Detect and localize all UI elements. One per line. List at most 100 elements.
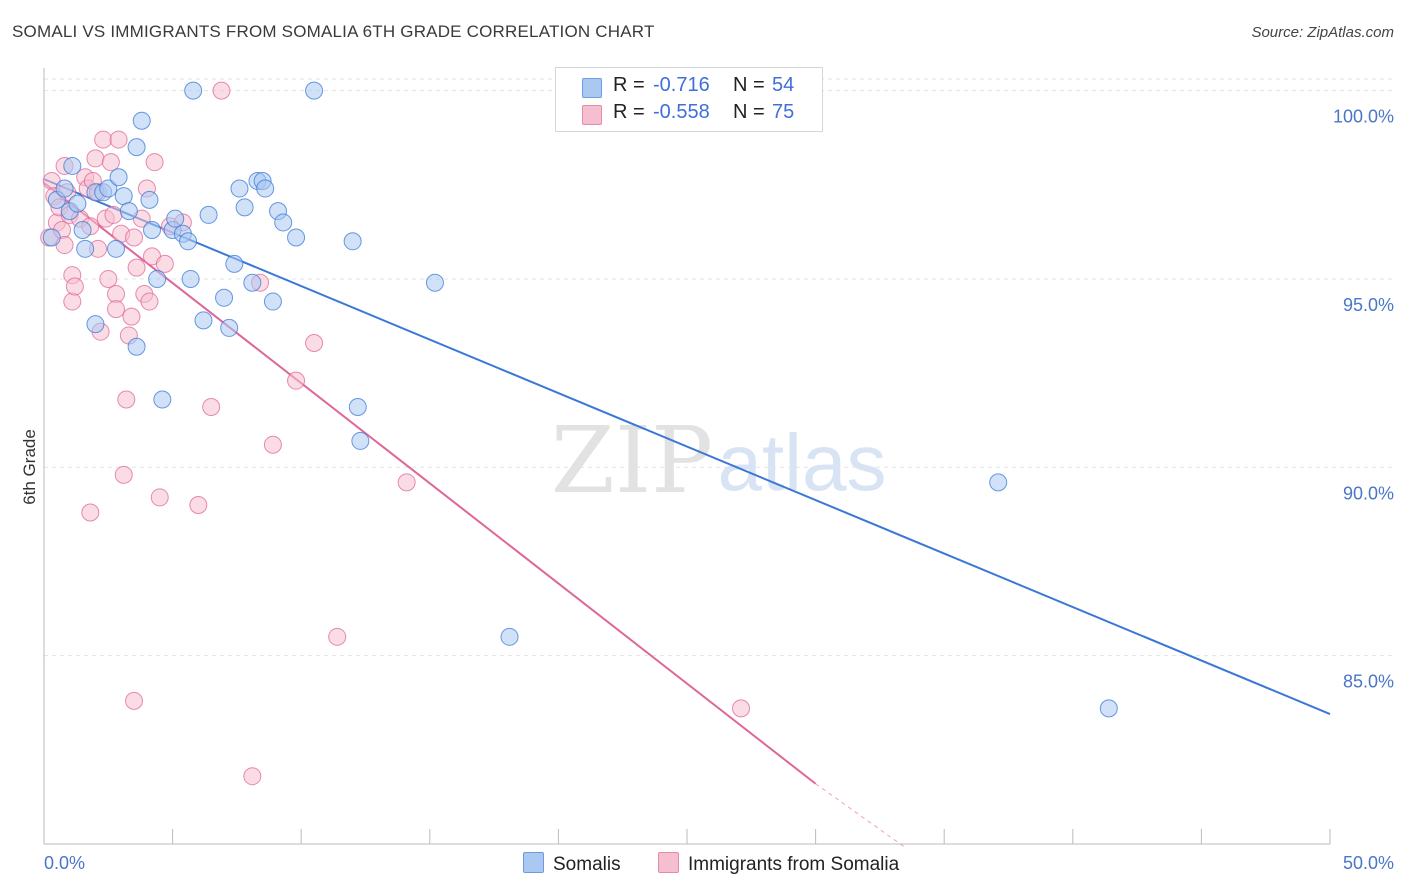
somalis-point [287,228,306,247]
somalis-point [348,398,367,417]
somalis-point [114,187,133,206]
immigrants-point [397,473,416,492]
somalis-point [215,288,234,307]
immigrants-point [94,130,113,149]
bottom-legend-swatch-somalis [523,852,544,873]
immigrants-point [114,465,133,484]
immigrants-point [243,767,262,786]
somalis-point [109,168,128,187]
somalis-point [55,179,74,198]
bottom-legend-swatch-immigrants [658,852,679,873]
somalis-point [119,202,138,221]
legend-n-label: N = [733,101,765,123]
bottom-legend-somalis: Somalis [523,852,621,876]
trend-line-1 [43,182,817,785]
somalis-point [107,239,126,258]
somalis-point [194,311,213,330]
immigrants-point [287,371,306,390]
immigrants-point [63,292,82,311]
x-tick-label-min: 0.0% [44,853,85,873]
somalis-point [42,228,61,247]
somalis-point [143,220,162,239]
watermark-zip: ZIP [551,407,713,514]
somalis-point [73,220,92,239]
legend-n-value: 75 [772,101,795,123]
immigrants-point [263,435,282,454]
somalis-point [166,209,185,228]
somalis-point [235,198,254,217]
bottom-legend-label-immigrants: Immigrants from Somalia [688,854,900,875]
legend-n-value: 54 [772,74,795,96]
somalis-point [140,190,159,209]
y-tick-label: 90.0% [1343,483,1394,503]
legend-n-label: N = [733,74,765,96]
immigrants-point [109,130,128,149]
somalis-point [500,627,519,646]
immigrants-point [125,691,144,710]
somalis-point [127,138,146,157]
immigrants-point [145,153,164,172]
somalis-point [220,318,239,337]
somalis-point [132,111,151,130]
axes [43,68,1331,845]
somalis-point [243,273,262,292]
watermark-atlas: atlas [718,418,887,507]
somalis-point [86,315,105,334]
somalis-point [274,213,293,232]
immigrants-point [127,258,146,277]
somalis-point [76,239,95,258]
immigrants-point [117,390,136,409]
somalis-point [305,81,324,100]
legend-r-value: -0.716 [653,74,710,96]
somalis-point [256,179,275,198]
somalis-point [181,269,200,288]
immigrants-point [732,699,751,718]
legend-swatch-somalis [582,78,602,98]
somalis-point [343,232,362,251]
immigrants-point [86,149,105,168]
somalis-point [148,269,167,288]
somalis-point [263,292,282,311]
somalis-point [179,232,198,251]
immigrants-point [101,153,120,172]
immigrants-point [202,398,221,417]
immigrants-point [65,277,84,296]
immigrants-point [328,627,347,646]
grid-lines [44,78,1394,657]
somalis-point [99,179,118,198]
chart-title: SOMALI VS IMMIGRANTS FROM SOMALIA 6TH GR… [12,22,655,41]
immigrants-point [125,228,144,247]
immigrants-point [107,285,126,304]
somalis-point [63,156,82,175]
somalis-point [989,473,1008,492]
immigrants-point [99,269,118,288]
y-tick-label: 85.0% [1343,672,1394,692]
y-axis-title: 6th Grade [20,429,39,505]
source-label: Source: ZipAtlas.com [1251,24,1394,41]
somalis-point [225,254,244,273]
data-points [40,81,1118,786]
somalis-point [127,337,146,356]
bottom-legend-immigrants: Immigrants from Somalia [658,852,899,876]
somalis-point [1099,699,1118,718]
somalis-point [230,179,249,198]
trend-lines [43,178,1331,849]
immigrants-point [81,503,100,522]
trend-line-0 [43,178,1331,715]
immigrants-point [150,488,169,507]
somalis-point [425,273,444,292]
immigrants-point [189,495,208,514]
x-tick-label-max: 50.0% [1343,853,1394,873]
legend-swatch-immigrants [582,105,602,125]
immigrants-point [155,254,174,273]
immigrants-point [212,81,231,100]
legend-r-value: -0.558 [653,101,710,123]
somalis-point [153,390,172,409]
bottom-legend-label-somalis: Somalis [553,854,621,875]
axis-labels: 6th Grade 0.0% 50.0% 85.0% 90.0% 95.0% 100.… [20,107,1394,873]
somalis-point [184,81,203,100]
legend-r-label: R = [613,74,645,96]
y-tick-label: 100.0% [1333,107,1394,127]
immigrants-point [140,292,159,311]
